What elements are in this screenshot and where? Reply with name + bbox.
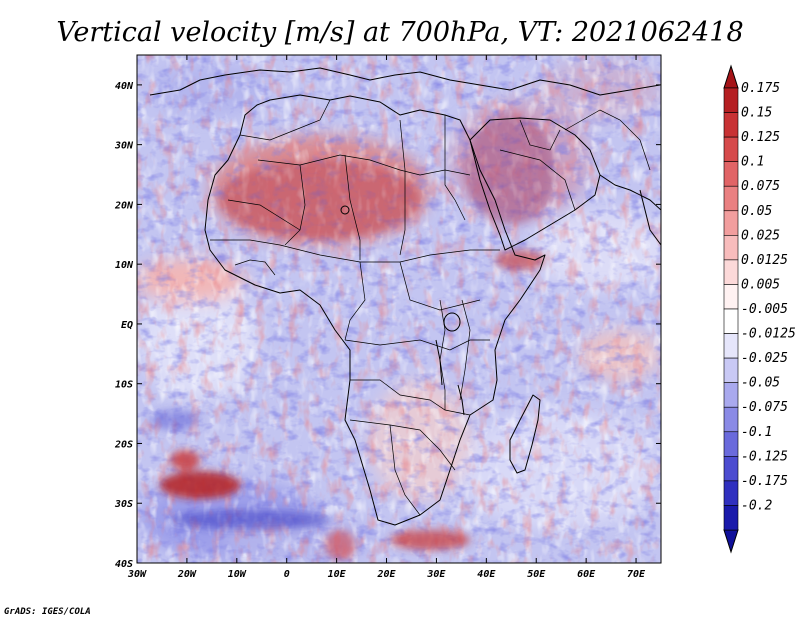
- lon-tick-label: 10W: [228, 569, 247, 580]
- lon-tick-label: 70E: [627, 569, 646, 580]
- lat-tick-label: 10N: [115, 260, 134, 271]
- colorbar-label: 0.075: [741, 179, 780, 194]
- border-line: [344, 339, 490, 351]
- border-line: [389, 424, 421, 516]
- border-line: [349, 419, 456, 471]
- lon-tick-label: 40E: [477, 569, 496, 580]
- lake-chad: [340, 205, 350, 215]
- colorbar-bottom-arrow: [723, 529, 739, 554]
- colorbar-label: 0.025: [741, 228, 780, 243]
- colorbar-label: -0.2: [741, 498, 772, 513]
- colorbar-label: -0.175: [741, 474, 788, 489]
- border-line: [444, 115, 466, 221]
- border-line: [344, 261, 366, 341]
- lat-tick-label: 30S: [114, 499, 133, 510]
- lon-tick-label: 30E: [426, 569, 446, 580]
- lat-tick-label: 20N: [114, 200, 134, 211]
- colorbar-swatch: [723, 431, 739, 457]
- lake-tanganyika: [435, 339, 443, 386]
- field-extremes: [150, 115, 555, 560]
- colorbar-label: -0.025: [741, 351, 788, 366]
- lon-tick-label: 20W: [177, 569, 197, 580]
- lon-tick-label: 50E: [527, 569, 546, 580]
- colorbar-swatch: [723, 308, 739, 334]
- colorbar-label: -0.005: [741, 302, 788, 317]
- lon-tick-label: 30W: [127, 569, 147, 580]
- colorbar-label: 0.0125: [741, 253, 788, 268]
- colorbar-swatch: [723, 235, 739, 261]
- colorbar-swatch: [723, 382, 739, 408]
- map-frame: [136, 54, 662, 564]
- border-line: [399, 119, 406, 256]
- colorbar-label: 0.05: [741, 204, 772, 219]
- colorbar-swatch: [723, 259, 739, 285]
- colorbar-label: -0.125: [741, 449, 788, 464]
- colorbar-swatch: [723, 480, 739, 506]
- lat-tick-label: 10S: [115, 380, 133, 391]
- colorbar-top-arrow: [723, 64, 739, 89]
- border-line: [399, 261, 481, 311]
- colorbar-label: 0.175: [741, 81, 780, 96]
- colorbar-swatch: [723, 136, 739, 162]
- border-line: [234, 259, 276, 276]
- europe-coastline: [149, 67, 661, 96]
- lake-malawi: [457, 384, 465, 416]
- border-line: [499, 149, 576, 211]
- lon-tick-label: 20E: [376, 569, 396, 580]
- india-coastline: [639, 189, 661, 246]
- arabia-coastline: [469, 117, 601, 251]
- border-line: [284, 164, 306, 246]
- country-borders: [210, 99, 651, 516]
- colorbar-swatch: [723, 357, 739, 383]
- colorbar-label: 0.1: [741, 155, 764, 170]
- colorbar-label: 0.005: [741, 277, 780, 292]
- colorbar-label: -0.1: [741, 425, 772, 440]
- colorbar-swatch: [723, 112, 739, 138]
- lat-tick-label: 20S: [114, 439, 133, 450]
- lake-outlines: [340, 205, 465, 416]
- border-line: [344, 154, 361, 260]
- latitude-axis: 40N 30N 20N 10N EQ 10S 20S 30S 40S: [114, 81, 661, 570]
- colorbar-swatch: [723, 284, 739, 310]
- colorbar-swatch: [723, 161, 739, 187]
- longitude-axis: 30W 20W 10W 0 10E 20E 30E 40E 50E 60E 70E: [127, 55, 646, 580]
- lat-tick-label: 40S: [115, 559, 133, 570]
- border-line: [350, 379, 471, 416]
- velocity-field: [137, 55, 661, 563]
- border-line: [459, 299, 471, 401]
- colorbar-label: 0.125: [741, 130, 780, 145]
- border-line: [564, 109, 651, 171]
- asia-coastline: [599, 174, 661, 211]
- colorbar-label: -0.0125: [741, 327, 796, 342]
- chart-title: Vertical velocity [m/s] at 700hPa, VT: 2…: [56, 17, 743, 48]
- lon-tick-label: 10E: [328, 569, 347, 580]
- colorbar-swatch: [723, 456, 739, 482]
- lon-tick-label: 60E: [577, 569, 596, 580]
- colorbar: 0.175 0.15 0.125 0.1 0.075 0.05 0.025 0.0125 0.0…: [723, 64, 796, 554]
- border-line: [227, 199, 301, 231]
- colorbar-swatch: [723, 406, 739, 433]
- colorbar-label: 0.15: [741, 106, 772, 121]
- border-line: [519, 119, 561, 151]
- colorbar-swatch: [723, 185, 739, 212]
- colorbar-label: -0.05: [741, 376, 780, 391]
- madagascar-outline: [509, 394, 541, 474]
- colorbar-label: -0.075: [741, 400, 788, 415]
- border-line: [257, 154, 471, 176]
- lat-tick-label: 40N: [115, 81, 134, 92]
- colorbar-swatch: [723, 505, 739, 531]
- colorbar-swatch: [723, 210, 739, 236]
- credit-label: GrADS: IGES/COLA: [4, 607, 91, 617]
- border-line: [239, 99, 331, 141]
- lake-victoria: [443, 312, 461, 332]
- lat-tick-label: EQ: [121, 320, 133, 331]
- lat-tick-label: 30N: [114, 141, 134, 152]
- colorbar-swatch: [723, 87, 739, 113]
- lon-tick-label: 0: [284, 569, 290, 580]
- colorbar-swatch: [723, 333, 739, 359]
